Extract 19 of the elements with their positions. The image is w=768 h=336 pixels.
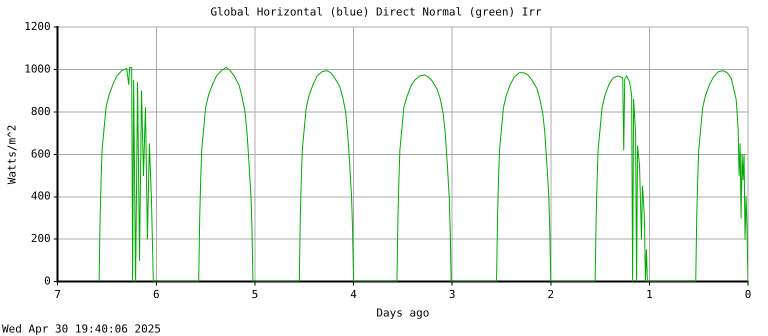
y-tick-label: 0 bbox=[44, 274, 51, 288]
x-axis-title: Days ago bbox=[376, 306, 430, 320]
y-tick-label: 1200 bbox=[24, 20, 51, 34]
y-tick-label: 200 bbox=[30, 232, 51, 246]
x-tick-label: 1 bbox=[646, 288, 653, 302]
x-tick-label: 0 bbox=[744, 288, 752, 302]
x-tick-label: 3 bbox=[448, 288, 456, 302]
x-tick-label: 6 bbox=[152, 288, 160, 302]
y-tick-label: 1000 bbox=[24, 62, 51, 76]
y-tick-label: 400 bbox=[30, 190, 51, 203]
text: Wed Apr 30 19:40:06 2025 bbox=[2, 322, 161, 336]
y-tick-label: 800 bbox=[30, 104, 51, 118]
x-tick-label: 2 bbox=[547, 288, 554, 302]
chart-title: Global Horizontal (blue) Direct Normal (green) Irr bbox=[210, 5, 542, 18]
y-axis-title: Watts/m^2 bbox=[5, 124, 18, 184]
y-tick-label: 600 bbox=[30, 147, 51, 160]
x-tick-label: 7 bbox=[54, 288, 62, 302]
x-tick-label: 4 bbox=[350, 288, 358, 302]
x-tick-label: 5 bbox=[252, 288, 258, 302]
